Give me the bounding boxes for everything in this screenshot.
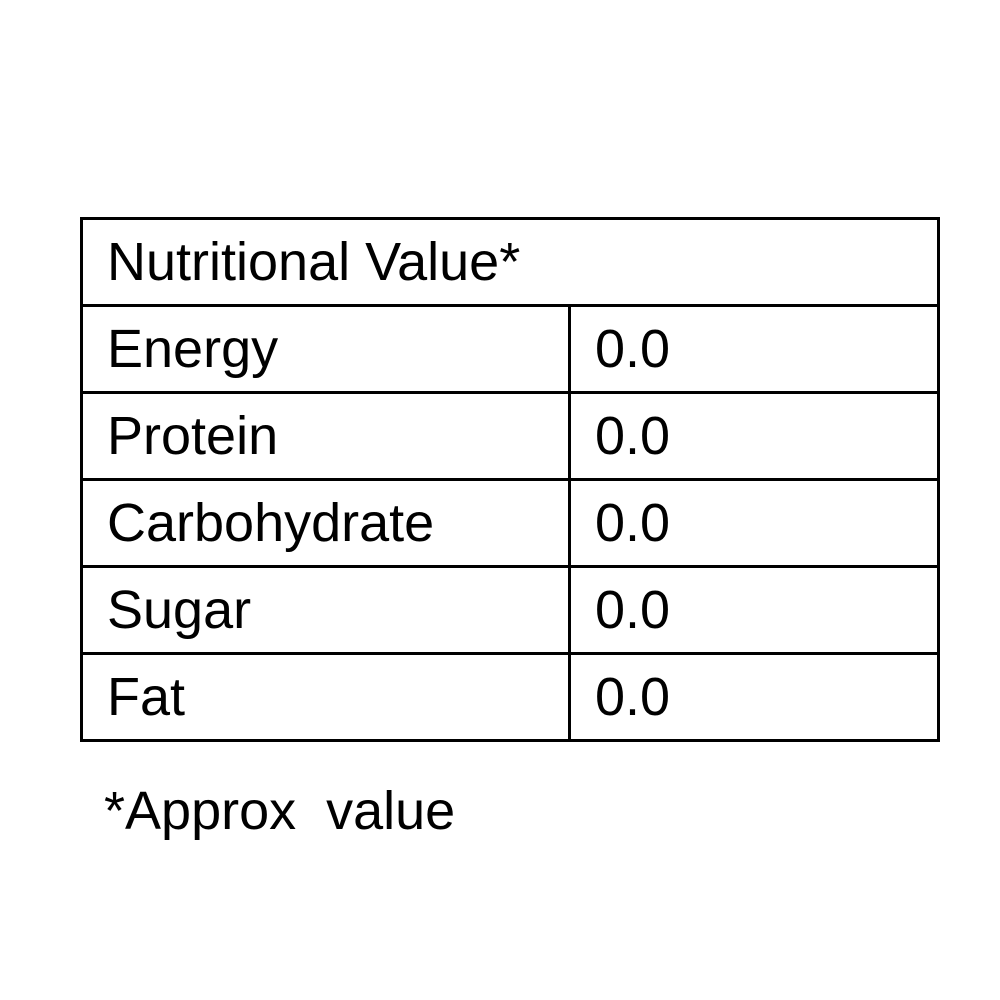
nutrient-value: 0.0 [567, 391, 941, 481]
nutrient-name: Carbohydrate [80, 478, 571, 568]
table-row: Carbohydrate 0.0 [80, 478, 941, 568]
nutrient-name: Energy [80, 304, 571, 394]
footnote: *Approx value [104, 781, 456, 841]
table-row: Energy 0.0 [80, 304, 941, 394]
nutrient-value: 0.0 [567, 478, 941, 568]
table-row: Fat 0.0 [80, 652, 941, 742]
header-row: Nutritional Value* [79, 217, 941, 307]
nutrient-name: Fat [80, 652, 571, 742]
table-body: Nutritional Value* Energy 0.0 Protein 0.0 Ca… [79, 217, 941, 742]
nutrient-value: 0.0 [567, 565, 941, 655]
table-row: Sugar 0.0 [80, 565, 941, 655]
nutrient-name: Sugar [80, 565, 571, 655]
nutrition-table: Nutritional Value* Energy 0.0 Protein 0.0 Ca… [79, 217, 941, 742]
header-cell: Nutritional Value* [79, 217, 941, 307]
nutrient-value: 0.0 [567, 652, 941, 742]
table-row: Protein 0.0 [80, 391, 941, 481]
nutrient-value: 0.0 [567, 304, 941, 394]
nutrient-name: Protein [80, 391, 571, 481]
